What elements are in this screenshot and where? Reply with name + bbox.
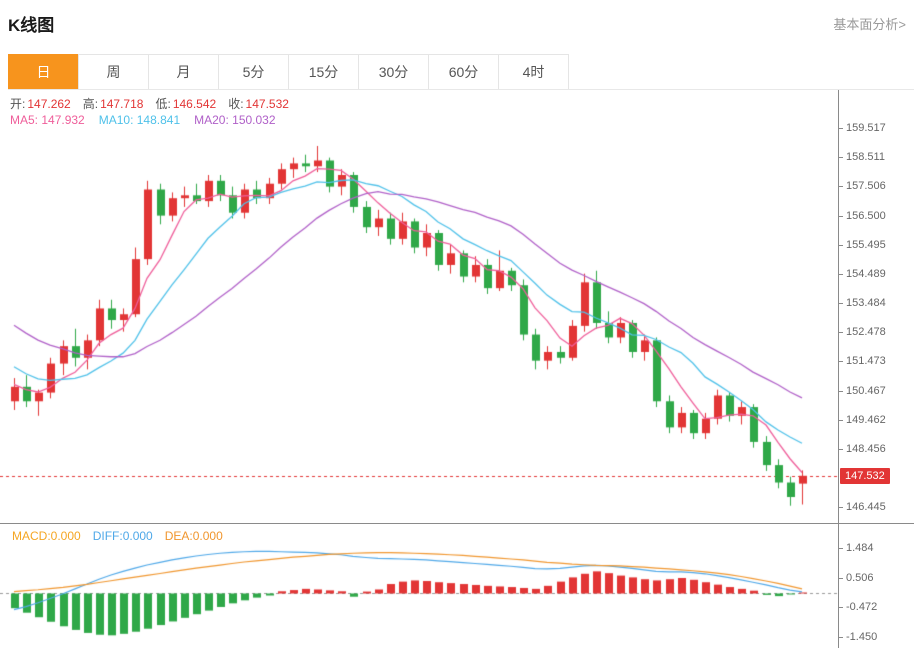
chart-area: 开: 147.262 高: 147.718 低: 146.542 收: 147.532 MA5… bbox=[0, 90, 914, 648]
tab-60分[interactable]: 60分 bbox=[428, 54, 499, 89]
axis-tick-label: 151.473 bbox=[846, 355, 886, 368]
ohlc-label: 高: bbox=[82, 97, 99, 111]
ma-value: MA10: 148.841 bbox=[98, 113, 181, 127]
macd-readout: MACD:0.000 DIFF:0.000 DEA:0.000 bbox=[12, 529, 235, 543]
axis-tick-label: 157.506 bbox=[846, 180, 886, 193]
panel-divider bbox=[0, 523, 914, 524]
axis-tickmark bbox=[839, 361, 843, 363]
tab-30分[interactable]: 30分 bbox=[358, 54, 429, 89]
axis-tick-label: 0.506 bbox=[846, 571, 874, 584]
axis-tick-label: 159.517 bbox=[846, 122, 886, 135]
axis-tick-label: 1.484 bbox=[846, 542, 874, 555]
axis-tickmark bbox=[839, 390, 843, 392]
candlestick-chart[interactable] bbox=[0, 90, 838, 524]
ohlc-value: 146.542 bbox=[172, 97, 217, 111]
macd-value: DIFF:0.000 bbox=[92, 529, 153, 543]
price-axis: 147.532 159.517 158.511 157.506 156.500 155.… bbox=[838, 90, 914, 648]
macd-value: MACD:0.000 bbox=[12, 529, 81, 543]
axis-tickmark bbox=[839, 448, 843, 450]
page-title: K线图 bbox=[8, 15, 55, 35]
ma-readout: MA5: 147.932 MA10: 148.841 MA20: 150.032 bbox=[10, 113, 290, 127]
ohlc-value: 147.718 bbox=[100, 97, 144, 111]
axis-tickmark bbox=[839, 636, 843, 638]
macd-chart[interactable] bbox=[0, 524, 838, 648]
axis-tick-label: 153.484 bbox=[846, 297, 886, 310]
axis-tickmark bbox=[839, 273, 843, 275]
axis-tickmark bbox=[839, 577, 843, 579]
tab-周[interactable]: 周 bbox=[78, 54, 149, 89]
axis-tickmark bbox=[839, 303, 843, 305]
axis-tickmark bbox=[839, 215, 843, 217]
macd-value: DEA:0.000 bbox=[164, 529, 223, 543]
ohlc-label: 收: bbox=[228, 97, 244, 111]
axis-tick-label: 154.489 bbox=[846, 267, 886, 280]
tab-月[interactable]: 月 bbox=[148, 54, 219, 89]
header: K线图 基本面分析> bbox=[0, 0, 914, 38]
axis-tick-label: 158.511 bbox=[846, 151, 885, 164]
axis-tickmark bbox=[839, 186, 843, 188]
ohlc-label: 低: bbox=[155, 97, 171, 111]
axis-tick-label: -0.472 bbox=[846, 601, 878, 614]
ohlc-label: 开: bbox=[10, 97, 26, 111]
tab-15分[interactable]: 15分 bbox=[288, 54, 359, 89]
axis-tick-label: 146.445 bbox=[846, 501, 886, 514]
axis-tick-label: 155.495 bbox=[846, 238, 886, 251]
ma-value: MA20: 150.032 bbox=[194, 113, 276, 127]
axis-tick-label: 152.478 bbox=[846, 326, 886, 339]
axis-tickmark bbox=[839, 157, 843, 159]
ohlc-value: 147.532 bbox=[245, 97, 289, 111]
axis-tick-label: 149.462 bbox=[846, 413, 886, 426]
fundamental-analysis-link[interactable]: 基本面分析> bbox=[833, 16, 906, 32]
axis-tick-label: -1.450 bbox=[846, 630, 878, 643]
axis-tickmark bbox=[839, 548, 843, 550]
ohlc-readout: 开: 147.262 高: 147.718 低: 146.542 收: 147.532 bbox=[10, 95, 301, 112]
tab-4时[interactable]: 4时 bbox=[498, 54, 569, 89]
axis-tickmark bbox=[839, 507, 843, 509]
axis-tickmark bbox=[839, 244, 843, 246]
ohlc-value: 147.262 bbox=[27, 97, 71, 111]
axis-tickmark bbox=[839, 419, 843, 421]
axis-tickmark bbox=[839, 607, 843, 609]
axis-tickmark bbox=[839, 128, 843, 130]
axis-tickmark bbox=[839, 332, 843, 334]
tab-日[interactable]: 日 bbox=[8, 54, 79, 89]
axis-tick-label: 150.467 bbox=[846, 384, 886, 397]
axis-tick-label: 156.500 bbox=[846, 209, 886, 222]
last-price-tag: 147.532 bbox=[840, 467, 890, 484]
tab-5分[interactable]: 5分 bbox=[218, 54, 289, 89]
ma-value: MA5: 147.932 bbox=[10, 113, 85, 127]
period-tabs: 日周月 5分 15分 30分 60分 4时 bbox=[8, 54, 914, 90]
axis-tick-label: 148.456 bbox=[846, 442, 886, 455]
